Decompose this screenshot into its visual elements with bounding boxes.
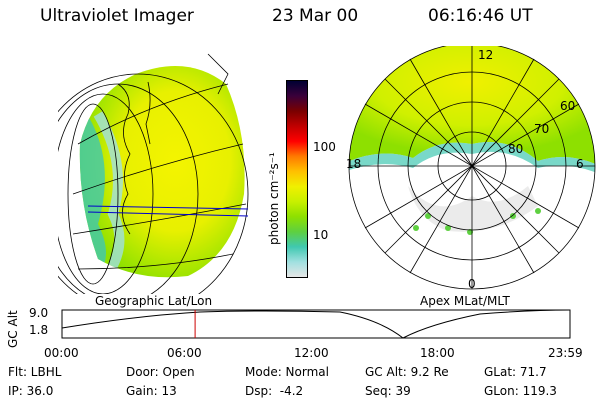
gain-info: Gain: 13 xyxy=(126,384,177,398)
altitude-tick-min: 1.8 xyxy=(29,323,48,337)
colorbar-tick-10: 10 xyxy=(313,228,329,242)
apex-polar-plot: 12 18 6 0 60 70 80 xyxy=(346,46,596,290)
time-tick-0000: 00:00 xyxy=(44,346,79,360)
instrument-title: Ultraviolet Imager xyxy=(40,6,194,26)
image-time: 06:16:46 UT xyxy=(428,6,533,26)
mode-info: Mode: Normal xyxy=(245,365,329,379)
mlt-label-12: 12 xyxy=(478,48,493,62)
mlt-label-0: 0 xyxy=(468,277,476,290)
glon-info: GLon: 119.3 xyxy=(484,384,557,398)
time-tick-1200: 12:00 xyxy=(294,346,329,360)
colorbar-unit-label: photon cm⁻²s⁻¹ xyxy=(267,152,281,245)
altitude-plot: GC Alt 9.0 1.8 xyxy=(6,306,571,348)
dsp-info: Dsp: -4.2 xyxy=(245,384,304,398)
seq-info: Seq: 39 xyxy=(365,384,411,398)
altitude-tick-max: 9.0 xyxy=(29,306,48,320)
colorbar-tick-100: 100 xyxy=(313,140,336,154)
image-date: 23 Mar 00 xyxy=(272,6,359,26)
glat-info: GLat: 71.7 xyxy=(484,365,547,379)
geographic-globe-image xyxy=(58,53,249,294)
mlt-label-6: 6 xyxy=(576,157,584,171)
gc-alt-info: GC Alt: 9.2 Re xyxy=(365,365,449,379)
mlat-label-70: 70 xyxy=(534,122,549,136)
mlat-label-60: 60 xyxy=(560,99,575,113)
time-tick-1800: 18:00 xyxy=(420,346,455,360)
time-tick-2359: 23:59 xyxy=(548,346,583,360)
svg-text:photon cm⁻²s⁻¹: photon cm⁻²s⁻¹ xyxy=(267,152,281,245)
ip-info: IP: 36.0 xyxy=(8,384,54,398)
apex-caption: Apex MLat/MLT xyxy=(420,294,510,308)
time-tick-0600: 06:00 xyxy=(167,346,202,360)
geographic-caption: Geographic Lat/Lon xyxy=(95,294,213,308)
colorbar xyxy=(286,80,308,278)
door-info: Door: Open xyxy=(126,365,195,379)
filter-info: Flt: LBHL xyxy=(8,365,62,379)
mlat-label-80: 80 xyxy=(508,142,523,156)
mlt-label-18: 18 xyxy=(346,157,361,171)
altitude-axis-label: GC Alt xyxy=(6,310,20,348)
